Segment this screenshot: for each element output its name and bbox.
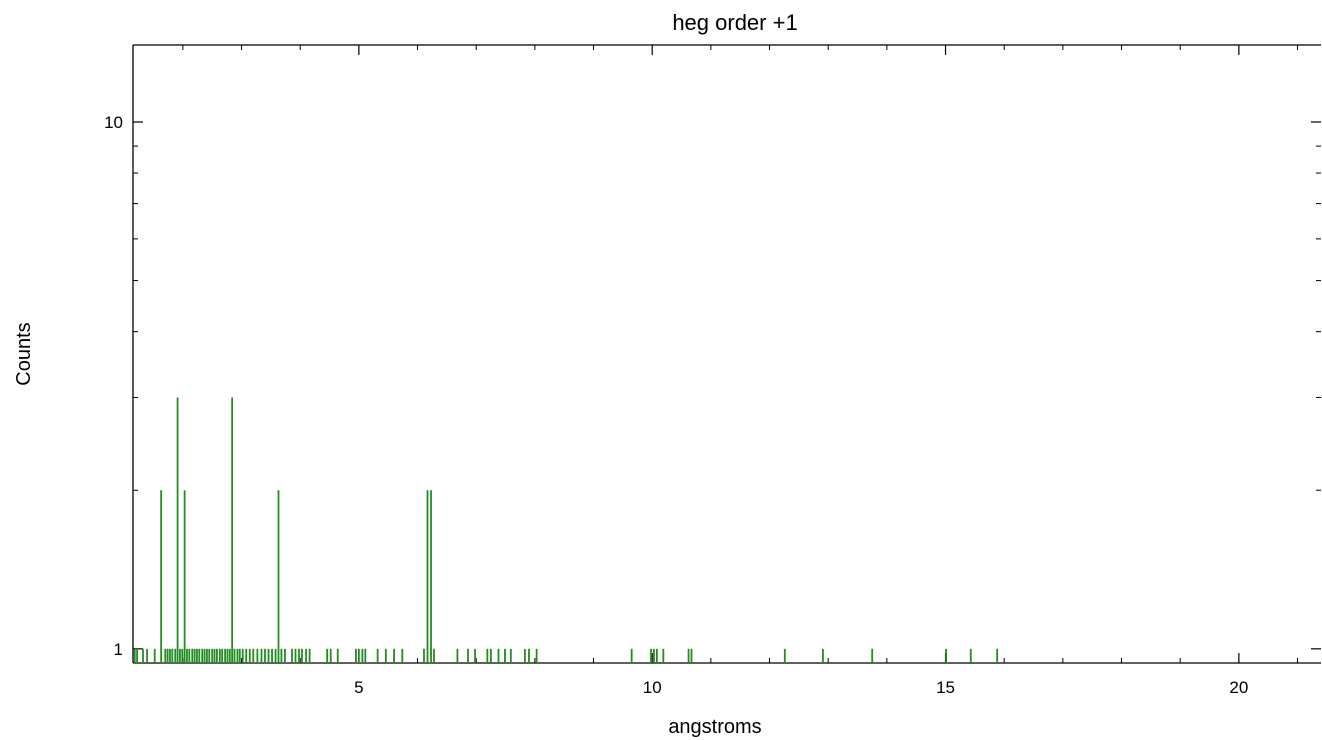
x-tick-label: 10 bbox=[643, 678, 662, 697]
series-layer bbox=[133, 397, 999, 663]
y-axis-ticks: 1 10 bbox=[104, 113, 1321, 659]
plot-frame bbox=[132, 44, 1321, 664]
y-tick-label: 10 bbox=[104, 113, 123, 132]
x-tick-label: 20 bbox=[1229, 678, 1248, 697]
x-axis-ticks: 5 10 15 20 bbox=[354, 45, 1248, 697]
y-axis-label: Counts bbox=[13, 322, 35, 385]
chart-title: heg order +1 bbox=[672, 10, 797, 35]
x-tick-label: 15 bbox=[936, 678, 955, 697]
x-axis-label: angstroms bbox=[668, 716, 761, 738]
y-tick-label: 1 bbox=[114, 640, 123, 659]
x-tick-label: 5 bbox=[354, 678, 363, 697]
minor-ticks bbox=[133, 45, 1321, 663]
